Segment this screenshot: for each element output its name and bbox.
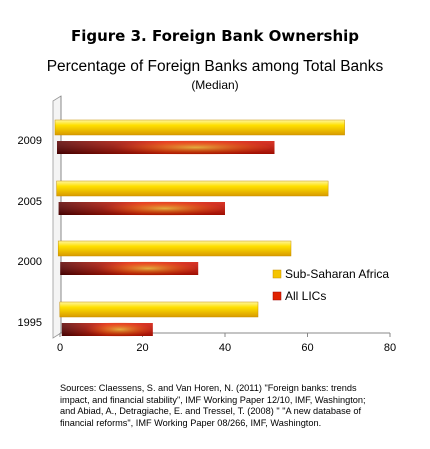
chart-title: Percentage of Foreign Banks among Total … xyxy=(46,58,384,75)
legend-swatch xyxy=(272,269,282,279)
x-tick-label: 0 xyxy=(57,342,63,354)
bar-all-lics-shade xyxy=(58,202,225,215)
x-tick-label: 80 xyxy=(384,342,396,354)
bar-all-lics-shade xyxy=(60,262,199,275)
bar-sub-saharan-africa xyxy=(57,240,292,257)
bar-sub-saharan-africa xyxy=(56,180,329,197)
bar-all-lics-shade xyxy=(61,323,153,336)
sources-line: financial reforms", IMF Working Paper 08… xyxy=(60,417,322,428)
chart-labels: 0 20 40 60 80 2009 2005 2000 1995 xyxy=(18,135,397,354)
figure-title: Figure 3. Foreign Bank Ownership xyxy=(70,27,360,45)
chart-bars xyxy=(54,119,345,338)
chart-legend: Sub-Saharan Africa All LICs xyxy=(272,267,389,303)
chart-subtitle: (Median) xyxy=(191,78,239,92)
legend-swatch xyxy=(272,291,282,301)
legend-label: All LICs xyxy=(285,289,326,303)
x-tick-label: 40 xyxy=(219,342,231,354)
sources-line: impact, and financial stability", IMF Wo… xyxy=(60,394,366,405)
legend-label: Sub-Saharan Africa xyxy=(285,267,389,281)
bar-all-lics-shade xyxy=(57,141,275,154)
sources-note: Sources: Claessens, S. and Van Horen, N.… xyxy=(60,383,420,429)
bar-chart: 0 20 40 60 80 2009 2005 2000 1995 Sub-Saharan Af… xyxy=(18,95,397,354)
y-tick-label: 2009 xyxy=(18,135,42,147)
x-tick-label: 20 xyxy=(136,342,148,354)
y-tick-label: 2005 xyxy=(18,196,42,208)
bar-sub-saharan-africa xyxy=(54,119,345,136)
y-tick-label: 2000 xyxy=(18,256,42,268)
x-tick-label: 60 xyxy=(301,342,313,354)
bar-sub-saharan-africa xyxy=(59,301,259,318)
y-tick-label: 1995 xyxy=(18,317,42,329)
sources-line: and Abiad, A., Detragiache, E. and Tress… xyxy=(60,406,362,416)
sources-line: Sources: Claessens, S. and Van Horen, N.… xyxy=(60,383,357,393)
